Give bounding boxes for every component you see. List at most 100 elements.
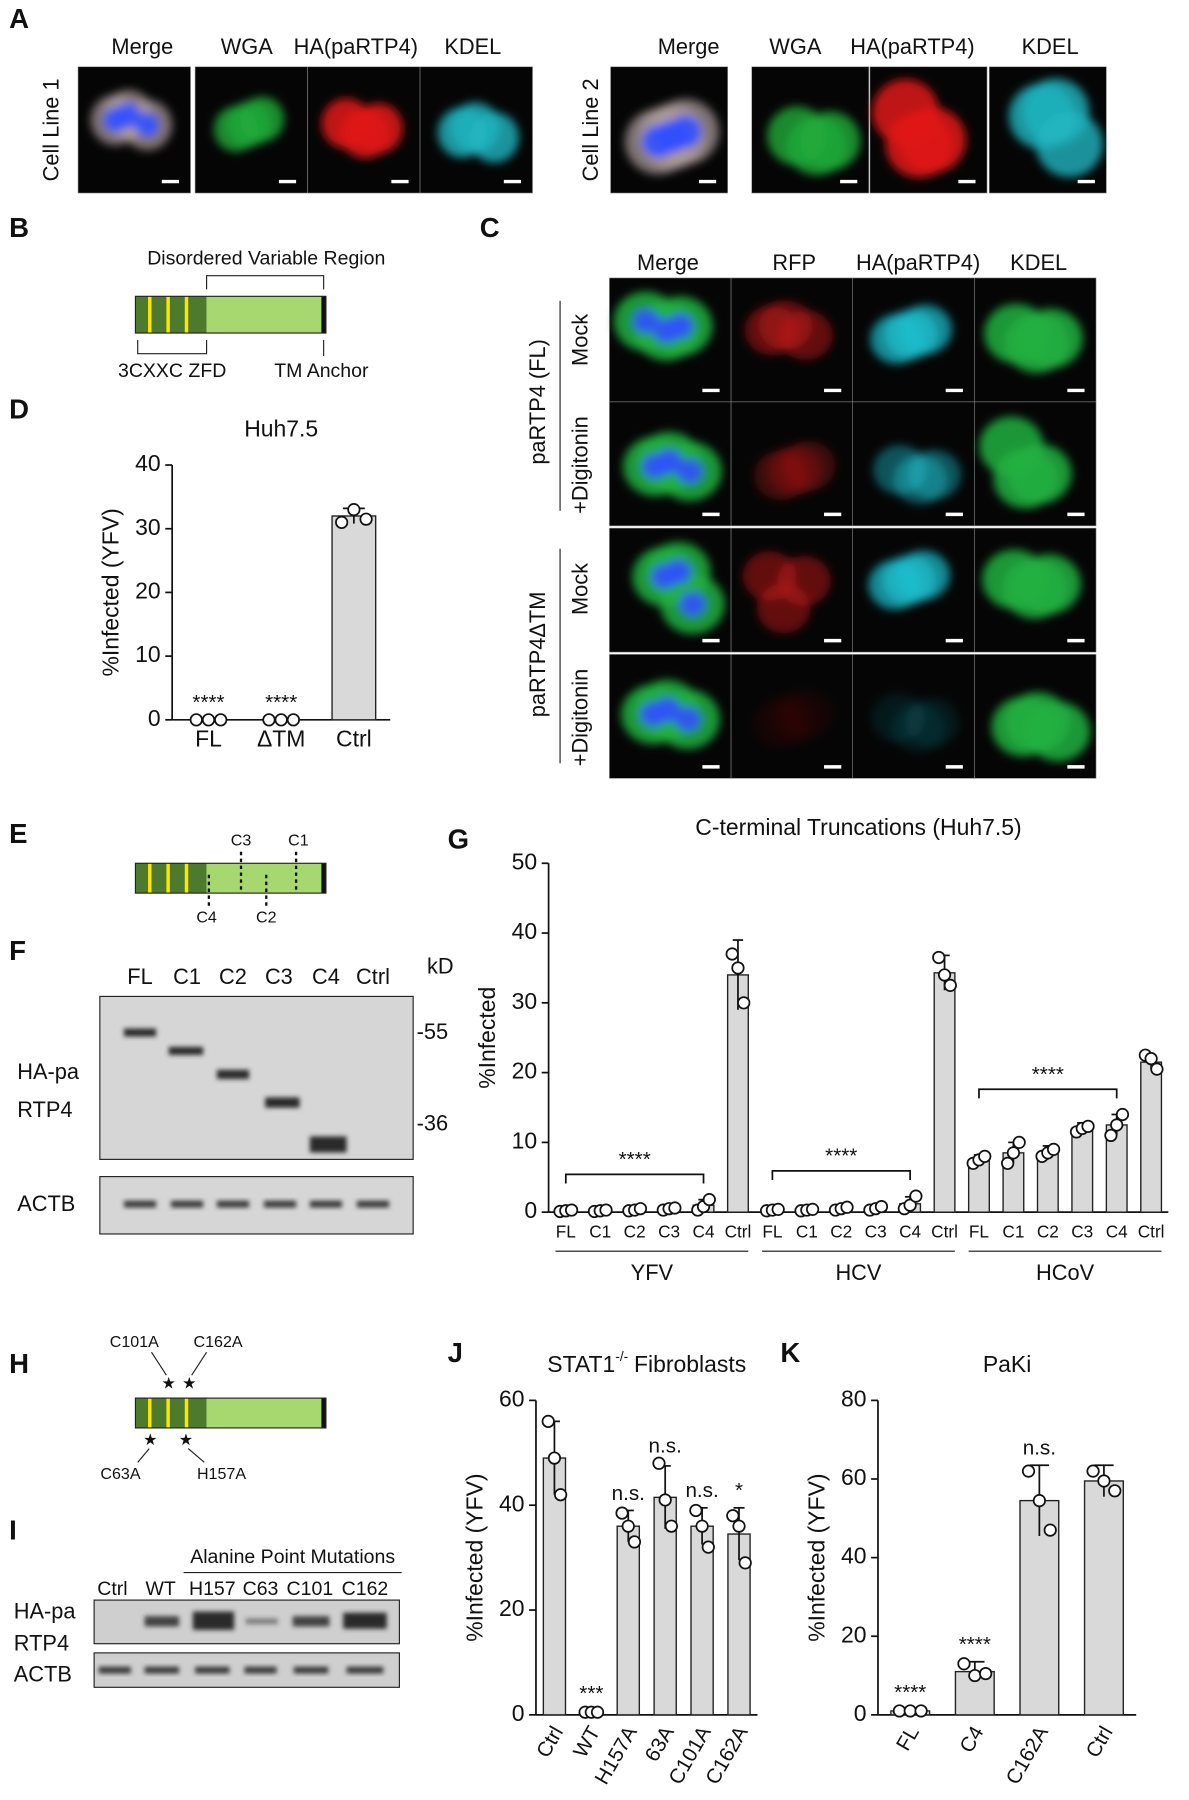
- x-tick-label: FL: [762, 1221, 782, 1241]
- cell-signal: [623, 431, 722, 502]
- data-point: [874, 1199, 889, 1214]
- data-point: [347, 503, 361, 517]
- data-point: [359, 512, 373, 526]
- variable-region: [206, 863, 322, 894]
- data-point: [1081, 1119, 1095, 1133]
- panel-label: A: [9, 3, 29, 34]
- cell: [1002, 559, 1067, 619]
- band: [263, 1200, 297, 1208]
- chart: 0 10 20 30 40 50 %Infected C-terminal Truncatio…: [474, 814, 1169, 1285]
- panel-a-headers: Merge WGA HA(paRTP4) KDEL Merge WGA HA(p…: [39, 34, 1079, 181]
- cell: [1008, 83, 1076, 150]
- x-tick-label: C4: [1106, 1221, 1128, 1241]
- cell: [676, 458, 704, 484]
- data-point: [695, 1519, 709, 1533]
- bar: [933, 972, 956, 1213]
- significance-label: ****: [959, 1633, 991, 1656]
- x-tick-label: C3: [1071, 1221, 1093, 1241]
- cxxc-motif: [148, 863, 152, 894]
- lane-label: Ctrl: [356, 964, 390, 989]
- mutation-label: H157A: [197, 1465, 246, 1483]
- mutation-star: ★: [179, 1431, 193, 1449]
- mutation-label: C162A: [194, 1333, 243, 1351]
- band: [309, 1200, 343, 1208]
- cell: [786, 116, 847, 176]
- title-superscript: -/-: [615, 1348, 628, 1363]
- chart-title: Huh7.5: [244, 416, 318, 442]
- band: [293, 1666, 329, 1674]
- cell: [652, 318, 680, 344]
- outline: [134, 1397, 327, 1429]
- cell: [679, 591, 707, 617]
- significance-label: n.s.: [685, 1479, 718, 1502]
- cut-label: C2: [256, 909, 277, 927]
- data-point: [652, 1456, 666, 1470]
- lane-label: C101: [287, 1578, 334, 1600]
- column-label: WGA: [221, 34, 274, 59]
- panel-c-labels: Merge RFP HA(paRTP4) KDEL paRTP4 (FL) pa…: [525, 250, 1067, 766]
- cell: [641, 454, 669, 479]
- y-tick-label: 20: [841, 1621, 867, 1647]
- cxxc-motif: [184, 1398, 189, 1428]
- construct-label: paRTP4 (FL): [525, 339, 550, 465]
- title-text: STAT1: [547, 1351, 615, 1377]
- band: [171, 1200, 204, 1208]
- cell: [632, 308, 660, 334]
- band: [192, 1611, 235, 1630]
- data-point: [892, 1704, 907, 1718]
- cxxc-motif: [166, 296, 170, 334]
- cut-label: C3: [231, 832, 252, 850]
- band: [292, 1616, 330, 1627]
- treatment-label: Mock: [568, 314, 593, 366]
- x-tick-label: C1: [589, 1221, 611, 1241]
- bar: [616, 1525, 641, 1716]
- chart-title: STAT1-/- Fibroblasts: [547, 1348, 746, 1377]
- lane-label: Ctrl: [97, 1578, 127, 1600]
- cell: [639, 702, 667, 727]
- title-text: Fibroblasts: [634, 1351, 746, 1377]
- cell: [751, 698, 806, 749]
- band: [144, 1666, 180, 1674]
- unit-label: kD: [427, 953, 454, 978]
- lane-label: WT: [146, 1578, 176, 1600]
- y-tick-label: 50: [512, 848, 538, 874]
- data-point: [541, 1414, 555, 1428]
- data-point: [1006, 1146, 1021, 1160]
- data-point: [1150, 1062, 1164, 1076]
- x-tick-label: C4: [693, 1221, 715, 1241]
- data-point: [1144, 1052, 1158, 1066]
- row-label: Cell Line 1: [39, 78, 64, 181]
- chart: 0 10 20 30 40 %Infected (YFV) Huh7.5 **** FL ****…: [98, 416, 391, 752]
- data-point: [615, 1506, 629, 1520]
- band: [245, 1618, 278, 1625]
- blot-label: RTP4: [14, 1631, 69, 1656]
- data-point: [738, 1556, 752, 1570]
- cell-signal: [751, 688, 834, 749]
- y-axis-label: %Infected (YFV): [461, 1473, 487, 1641]
- column-label: KDEL: [1022, 34, 1079, 59]
- data-point: [554, 1488, 568, 1502]
- data-point: [590, 1705, 605, 1719]
- data-point: [726, 1509, 740, 1523]
- blot-f: FL C1 C2 C3 C4 Ctrl kD -55 -36 HA-pa RTP…: [17, 953, 454, 1235]
- cell: [674, 706, 702, 732]
- significance-label: n.s.: [1023, 1437, 1056, 1460]
- band: [346, 1666, 384, 1674]
- panel-label: E: [9, 818, 27, 849]
- x-tick-label: FL: [195, 726, 222, 752]
- data-point: [943, 978, 957, 992]
- x-tick-label: C1: [796, 1221, 818, 1241]
- panel-label: C: [480, 212, 500, 243]
- x-tick-label: C2: [830, 1221, 852, 1241]
- cxxc-motif: [148, 1398, 152, 1428]
- tm-anchor: [321, 296, 326, 334]
- cell-signal: [767, 106, 861, 176]
- cell-signal: [1008, 78, 1103, 178]
- data-point: [633, 1202, 648, 1216]
- domain-diagram-b: Disordered Variable Region 3CXXC ZFD TM …: [118, 248, 385, 382]
- cell-signal: [991, 692, 1091, 762]
- bar: [726, 974, 749, 1213]
- data-point: [262, 713, 276, 727]
- column-label: Merge: [637, 250, 699, 275]
- cell-signal: [624, 98, 719, 175]
